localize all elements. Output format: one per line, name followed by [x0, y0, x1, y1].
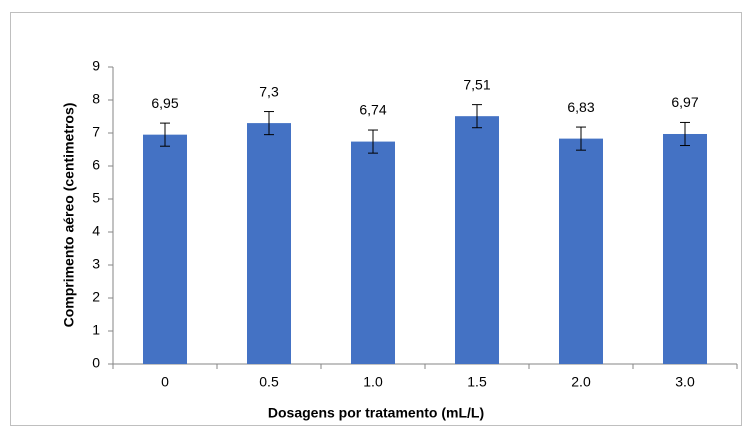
y-tick-label: 3 [92, 256, 100, 272]
x-tick-label: 3.0 [675, 374, 695, 390]
x-axis-title: Dosagens por tratamento (mL/L) [268, 405, 484, 421]
x-tick-label: 1.0 [363, 374, 383, 390]
data-label: 7,3 [259, 83, 279, 99]
y-axis-title: Comprimento aéreo (centimetros) [61, 103, 77, 328]
bar [247, 123, 291, 364]
data-label: 6,95 [151, 95, 178, 111]
x-tick-label: 0 [161, 374, 169, 390]
x-tick-label: 0.5 [259, 374, 279, 390]
y-tick-label: 0 [92, 355, 100, 371]
data-label: 7,51 [463, 76, 490, 92]
bar [663, 133, 707, 364]
y-tick-label: 9 [92, 58, 100, 74]
data-label: 6,74 [359, 102, 386, 118]
bar [351, 141, 395, 364]
y-tick-label: 5 [92, 190, 100, 206]
y-tick-label: 4 [92, 223, 100, 239]
y-tick-label: 6 [92, 157, 100, 173]
data-label: 6,97 [671, 94, 698, 110]
y-tick-label: 2 [92, 289, 100, 305]
y-tick-label: 8 [92, 91, 100, 107]
x-tick-label: 2.0 [571, 374, 591, 390]
data-label: 6,83 [567, 99, 594, 115]
bar [143, 134, 187, 364]
x-tick-label: 1.5 [467, 374, 487, 390]
bar [559, 138, 603, 364]
y-tick-label: 7 [92, 124, 100, 140]
y-tick-label: 1 [92, 322, 100, 338]
bar [455, 116, 499, 364]
